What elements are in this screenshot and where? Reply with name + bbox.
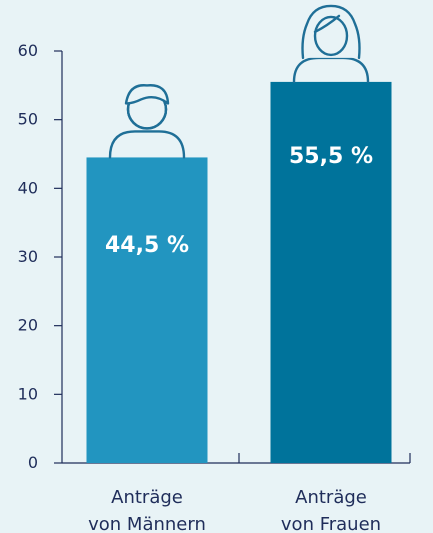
category-label: von Männern — [88, 514, 206, 533]
y-axis-ticks: 0 10 20 30 40 50 60 — [18, 41, 62, 472]
bar-value-label: 44,5 % — [105, 233, 189, 258]
y-tick-label: 50 — [18, 110, 38, 129]
bars — [86, 81, 392, 464]
category-label: Anträge — [111, 487, 183, 508]
icon-shoulders — [292, 56, 370, 84]
y-tick-label: 20 — [18, 316, 38, 335]
icon-hair — [124, 84, 170, 105]
category-labels: Anträge von Männern Anträge von Frauen — [88, 487, 381, 533]
y-tick-label: 60 — [18, 41, 38, 60]
y-tick-label: 10 — [18, 384, 38, 403]
bar — [270, 81, 392, 464]
category-label: Anträge — [295, 487, 367, 508]
y-tick-label: 30 — [18, 247, 38, 266]
bar-value-label: 55,5 % — [289, 144, 373, 169]
male-person-icon — [108, 84, 186, 159]
person-icons — [108, 4, 370, 159]
female-person-icon — [292, 4, 370, 84]
icon-shoulders — [108, 130, 186, 159]
bar-value-labels: 44,5 % 55,5 % — [105, 144, 373, 258]
icon-fringe — [313, 14, 341, 34]
y-tick-label: 40 — [18, 178, 38, 197]
category-label: von Frauen — [281, 514, 381, 533]
bar — [86, 157, 208, 463]
y-tick-label: 0 — [28, 453, 38, 472]
